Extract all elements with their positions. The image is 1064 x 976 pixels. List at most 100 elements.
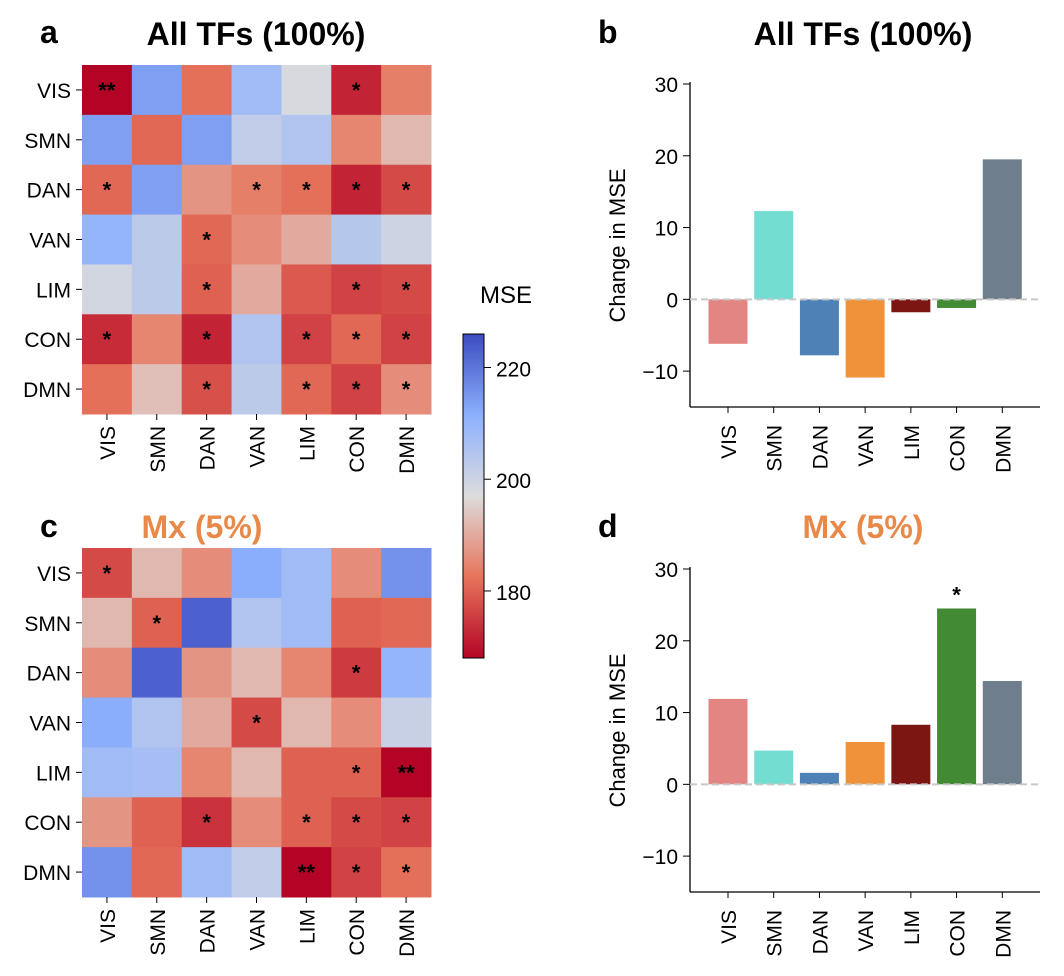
heatmap-cell bbox=[181, 214, 233, 265]
heatmap-cell bbox=[281, 597, 332, 649]
heatmap-cell bbox=[231, 65, 282, 116]
bar-b-title: All TFs (100%) bbox=[754, 16, 973, 52]
heatmap-cell bbox=[281, 65, 332, 116]
heatmap-cell bbox=[181, 797, 233, 848]
heatmap-cell bbox=[82, 364, 133, 415]
y-axis-label: Change in MSE bbox=[605, 168, 630, 322]
y-tick-label: VAN bbox=[29, 230, 71, 253]
heatmap-cell bbox=[181, 65, 233, 116]
x-tick-label: VAN bbox=[855, 425, 878, 467]
y-tick-label: −10 bbox=[642, 846, 678, 869]
heatmap-cell bbox=[181, 597, 233, 649]
significance-star: * bbox=[402, 178, 411, 203]
heatmap-cell bbox=[281, 697, 332, 748]
x-tick-label: CON bbox=[947, 910, 970, 957]
significance-star: * bbox=[302, 178, 311, 203]
heatmap-cell bbox=[281, 164, 332, 216]
heatmap-cell bbox=[131, 647, 183, 699]
significance-star: * bbox=[352, 661, 361, 686]
heatmap-cell bbox=[181, 647, 233, 699]
heatmap-cell bbox=[181, 314, 233, 365]
heatmap-cell bbox=[381, 847, 432, 898]
x-tick-label: VIS bbox=[718, 425, 741, 459]
heatmap-a-title: All TFs (100%) bbox=[147, 16, 366, 52]
y-tick-label: SMN bbox=[24, 130, 71, 153]
significance-star: * bbox=[352, 78, 361, 103]
heatmap-cell bbox=[331, 164, 382, 216]
heatmap-cell bbox=[331, 364, 382, 415]
heatmap-cell bbox=[131, 65, 183, 116]
heatmap-cell bbox=[131, 314, 183, 365]
bar-con bbox=[937, 608, 977, 785]
x-tick-label: VIS bbox=[97, 426, 120, 460]
heatmap-cell bbox=[331, 797, 382, 848]
heatmap-cell bbox=[281, 214, 332, 265]
bar-dmn bbox=[982, 680, 1022, 785]
heatmap-cell bbox=[82, 548, 133, 599]
heatmap-cell bbox=[381, 797, 432, 848]
heatmap-cell bbox=[381, 747, 432, 798]
heatmap-cell bbox=[331, 65, 382, 116]
significance-star: * bbox=[352, 760, 361, 785]
colorbar-label: MSE bbox=[480, 282, 532, 309]
heatmap-cell bbox=[331, 847, 382, 898]
colorbar-gradient bbox=[462, 333, 485, 659]
heatmap-cell bbox=[181, 264, 233, 315]
significance-star: * bbox=[302, 810, 311, 835]
heatmap-cell bbox=[331, 548, 382, 599]
heatmap-cell bbox=[82, 847, 133, 898]
bar-smn bbox=[754, 211, 794, 300]
heatmap-cell bbox=[231, 847, 282, 898]
heatmap-cell bbox=[281, 747, 332, 798]
heatmap-cell bbox=[82, 697, 133, 748]
x-tick-label: DMN bbox=[396, 426, 419, 474]
significance-star: * bbox=[352, 860, 361, 885]
heatmap-cell bbox=[82, 65, 133, 116]
x-tick-label: CON bbox=[346, 909, 369, 956]
significance-star: * bbox=[202, 377, 211, 402]
heatmap-cell bbox=[281, 797, 332, 848]
y-tick-label: LIM bbox=[36, 279, 71, 302]
heatmap-cell bbox=[281, 314, 332, 365]
significance-star: * bbox=[202, 810, 211, 835]
bar-dmn bbox=[982, 159, 1022, 300]
heatmap-cell bbox=[181, 548, 233, 599]
heatmap-cell bbox=[131, 114, 183, 166]
colorbar-tick-label: 220 bbox=[496, 359, 531, 382]
y-tick-label: 30 bbox=[655, 74, 678, 97]
bar-van bbox=[845, 741, 885, 785]
heatmap-cell bbox=[331, 697, 382, 748]
y-tick-label: LIM bbox=[36, 762, 71, 785]
x-tick-label: SMN bbox=[147, 426, 170, 473]
heatmap-cell bbox=[181, 164, 233, 216]
y-tick-label: DMN bbox=[23, 862, 71, 885]
heatmap-cell bbox=[231, 697, 282, 748]
heatmap-cell bbox=[82, 747, 133, 798]
heatmap-cell bbox=[131, 747, 183, 798]
bar-vis bbox=[708, 698, 748, 785]
x-tick-label: CON bbox=[346, 426, 369, 473]
y-tick-label: CON bbox=[24, 329, 71, 352]
y-tick-label: VIS bbox=[37, 80, 71, 103]
heatmap-cell bbox=[281, 647, 332, 699]
heatmap-cell bbox=[131, 214, 183, 265]
y-tick-label: VIS bbox=[37, 563, 71, 586]
heatmap-cell bbox=[181, 847, 233, 898]
heatmap-cell bbox=[181, 697, 233, 748]
heatmap-cell bbox=[82, 797, 133, 848]
heatmap-cell bbox=[82, 164, 133, 216]
significance-star: ** bbox=[398, 760, 416, 785]
heatmap-cell bbox=[131, 164, 183, 216]
y-tick-label: VAN bbox=[29, 713, 71, 736]
heatmap-cell bbox=[231, 264, 282, 315]
significance-star: * bbox=[202, 327, 211, 352]
heatmap-cell bbox=[82, 314, 133, 365]
heatmap-cell bbox=[131, 697, 183, 748]
significance-star: ** bbox=[98, 78, 116, 103]
significance-star: * bbox=[352, 178, 361, 203]
y-tick-label: 20 bbox=[655, 146, 678, 169]
heatmap-cell bbox=[381, 65, 432, 116]
x-tick-label: DAN bbox=[809, 910, 832, 954]
